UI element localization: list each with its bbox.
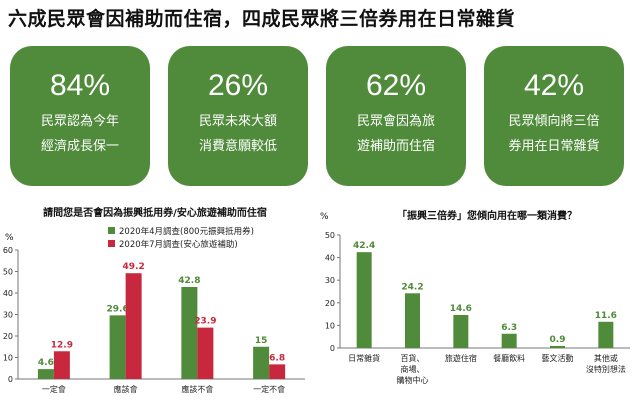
data-label: 15: [255, 336, 268, 346]
y-tick-label: 0: [330, 344, 335, 353]
y-axis-label: %: [320, 212, 329, 222]
legend-swatch: [108, 240, 115, 247]
data-label: 4.6: [38, 358, 54, 368]
data-label: 42.8: [178, 276, 200, 286]
bar: [109, 315, 126, 379]
data-label: 12.9: [51, 340, 73, 350]
x-tick-label: 沒特別想法: [586, 364, 626, 374]
data-label: 24.2: [401, 282, 423, 292]
bar: [453, 315, 469, 348]
stat-card-percent: 42%: [523, 69, 585, 102]
x-tick-label: 應該不會: [181, 384, 213, 394]
voucher-usage-chart: 「振興三倍券」您傾向用在哪一類消費？% 0 10 20 30 40 50 42.4 日常雜貨 24…: [320, 209, 630, 385]
data-label: 29.6: [107, 304, 129, 314]
legend-label: 2020年4月調查(800元振興抵用券): [119, 226, 254, 237]
bar: [53, 351, 70, 379]
bar: [253, 346, 270, 379]
stat-card-line1: 民眾認為今年: [40, 114, 119, 129]
chart-title: 請問您是否會因為振興抵用券/安心旅遊補助而住宿: [43, 206, 267, 219]
stat-card-travel: 62% 民眾會因為旅 遊補助而住宿: [326, 46, 466, 186]
x-tick-label: 商場、: [401, 364, 425, 374]
stat-card-economy: 84% 民眾認為今年 經濟成長保一: [10, 46, 150, 186]
bar: [197, 327, 214, 379]
y-tick-label: 60: [3, 246, 13, 255]
legend-swatch: [108, 227, 115, 234]
bar: [125, 273, 142, 379]
stat-card-line2: 消費意願較低: [198, 139, 277, 154]
y-tick-label: 30: [325, 276, 335, 285]
data-label: 49.2: [123, 262, 145, 272]
data-label: 0.9: [550, 335, 566, 345]
bar: [405, 293, 420, 348]
x-tick-label: 應該會: [114, 384, 138, 394]
stat-card-line2: 經濟成長保一: [40, 139, 119, 154]
x-tick-label: 旅遊住宿: [445, 353, 477, 363]
data-label: 6.3: [501, 323, 517, 333]
y-tick-label: 40: [325, 254, 335, 263]
y-tick-label: 20: [3, 332, 13, 341]
bar: [181, 286, 198, 379]
y-tick-label: 10: [3, 354, 13, 363]
stat-card-line1: 民眾未來大額: [198, 114, 277, 129]
bar: [501, 333, 517, 348]
stat-card-percent: 26%: [207, 69, 269, 102]
stat-card-line1: 民眾傾向將三倍: [508, 114, 600, 129]
accommodation-chart: 請問您是否會因為振興抵用券/安心旅遊補助而住宿% 0 10 20 30 40 50 60 4.6…: [3, 206, 305, 394]
bar: [269, 364, 286, 379]
x-tick-label: 一定會: [42, 384, 66, 394]
y-tick-label: 50: [325, 231, 335, 240]
y-tick-label: 30: [3, 311, 13, 320]
headline: 六成民眾會因補助而住宿，四成民眾將三倍券用在日常雜貨: [8, 8, 516, 30]
x-tick-label: 一定不會: [253, 384, 285, 394]
data-label: 6.8: [269, 353, 285, 363]
stat-card-line1: 民眾會因為旅: [356, 114, 435, 129]
x-tick-label: 購物中心: [397, 375, 429, 385]
stat-card-line2: 遊補助而住宿: [356, 139, 435, 154]
data-label: 23.9: [194, 317, 216, 327]
y-tick-label: 10: [325, 321, 335, 330]
stat-card-voucher: 42% 民眾傾向將三倍 券用在日常雜貨: [484, 46, 624, 186]
chart-title: 「振興三倍券」您傾向用在哪一類消費？: [397, 209, 577, 222]
stat-card-percent: 62%: [365, 69, 427, 102]
x-tick-label: 日常雜貨: [348, 353, 380, 363]
x-tick-label: 其他或: [594, 353, 618, 363]
stat-card-percent: 84%: [49, 69, 111, 102]
y-tick-label: 40: [3, 289, 13, 298]
bar: [356, 252, 372, 348]
bar: [37, 369, 54, 379]
data-label: 11.6: [595, 311, 617, 321]
stat-card-line2: 券用在日常雜貨: [508, 139, 600, 154]
y-tick-label: 20: [325, 299, 335, 308]
x-tick-label: 藝文活動: [542, 353, 574, 363]
data-label: 14.6: [450, 304, 472, 314]
stat-cards: 84% 民眾認為今年 經濟成長保一 26% 民眾未來大額 消費意願較低 62% …: [10, 46, 624, 186]
legend-label: 2020年7月調查(安心旅遊補助): [119, 239, 238, 250]
y-tick-label: 50: [3, 268, 13, 277]
bar: [550, 345, 565, 348]
x-tick-label: 百貨、: [401, 353, 425, 363]
y-tick-label: 0: [8, 375, 13, 384]
stat-card-consumption: 26% 民眾未來大額 消費意願較低: [168, 46, 308, 186]
y-axis-label: %: [5, 233, 14, 243]
bar: [598, 321, 614, 348]
x-tick-label: 餐廳飲料: [493, 353, 525, 363]
data-label: 42.4: [353, 241, 375, 251]
